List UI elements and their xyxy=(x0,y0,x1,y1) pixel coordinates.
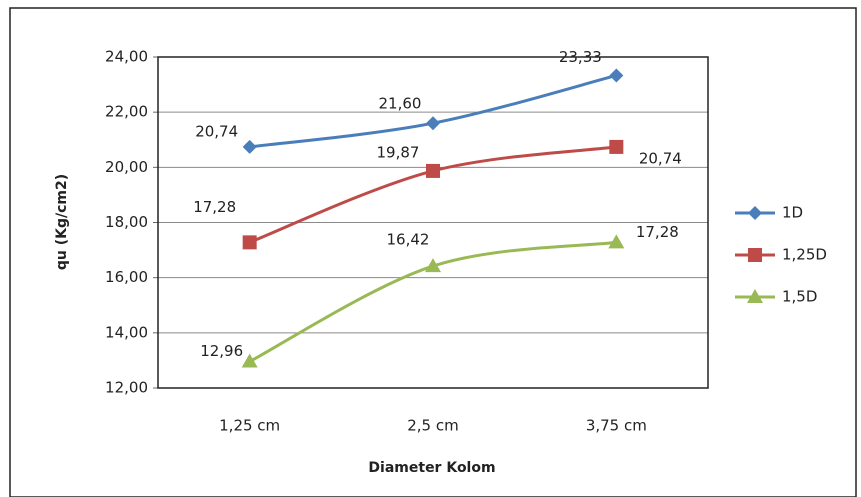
y-axis-label: qu (Kg/cm2) xyxy=(54,174,70,270)
data-point xyxy=(426,163,440,178)
legend-marker xyxy=(747,289,763,303)
data-label: 17,28 xyxy=(636,223,679,241)
legend-label: 1,5D xyxy=(782,288,817,306)
legend-label: 1D xyxy=(782,204,803,222)
data-label: 12,96 xyxy=(200,342,243,360)
y-tick-label: 14,00 xyxy=(105,323,148,341)
x-tick-label: 3,75 cm xyxy=(586,417,647,435)
data-label: 19,87 xyxy=(377,143,420,161)
y-tick-label: 24,00 xyxy=(105,48,148,66)
data-point xyxy=(609,68,624,83)
data-label: 20,74 xyxy=(639,149,682,167)
data-label: 20,74 xyxy=(195,122,238,140)
y-tick-label: 12,00 xyxy=(105,379,148,397)
data-point xyxy=(241,353,258,368)
data-label: 16,42 xyxy=(387,231,430,249)
data-point xyxy=(609,139,624,154)
data-point xyxy=(608,234,625,249)
y-tick-label: 20,00 xyxy=(105,158,148,176)
x-tick-label: 1,25 cm xyxy=(219,417,280,435)
data-point xyxy=(425,258,441,273)
chart-frame xyxy=(9,7,857,497)
y-tick-label: 18,00 xyxy=(105,213,148,231)
legend-label: 1,25D xyxy=(782,246,827,264)
x-tick-label: 2,5 cm xyxy=(407,417,458,435)
y-tick-label: 16,00 xyxy=(105,268,148,286)
data-point xyxy=(242,235,257,250)
data-label: 21,60 xyxy=(379,95,422,113)
y-tick-label: 22,00 xyxy=(105,103,148,121)
data-point xyxy=(426,116,440,131)
data-label: 23,33 xyxy=(559,48,602,66)
data-label: 17,28 xyxy=(193,198,236,216)
plot-area xyxy=(157,56,709,389)
legend-marker xyxy=(748,206,762,220)
x-axis-label: Diameter Kolom xyxy=(368,460,495,476)
data-point xyxy=(242,139,257,154)
legend-marker xyxy=(748,248,762,262)
